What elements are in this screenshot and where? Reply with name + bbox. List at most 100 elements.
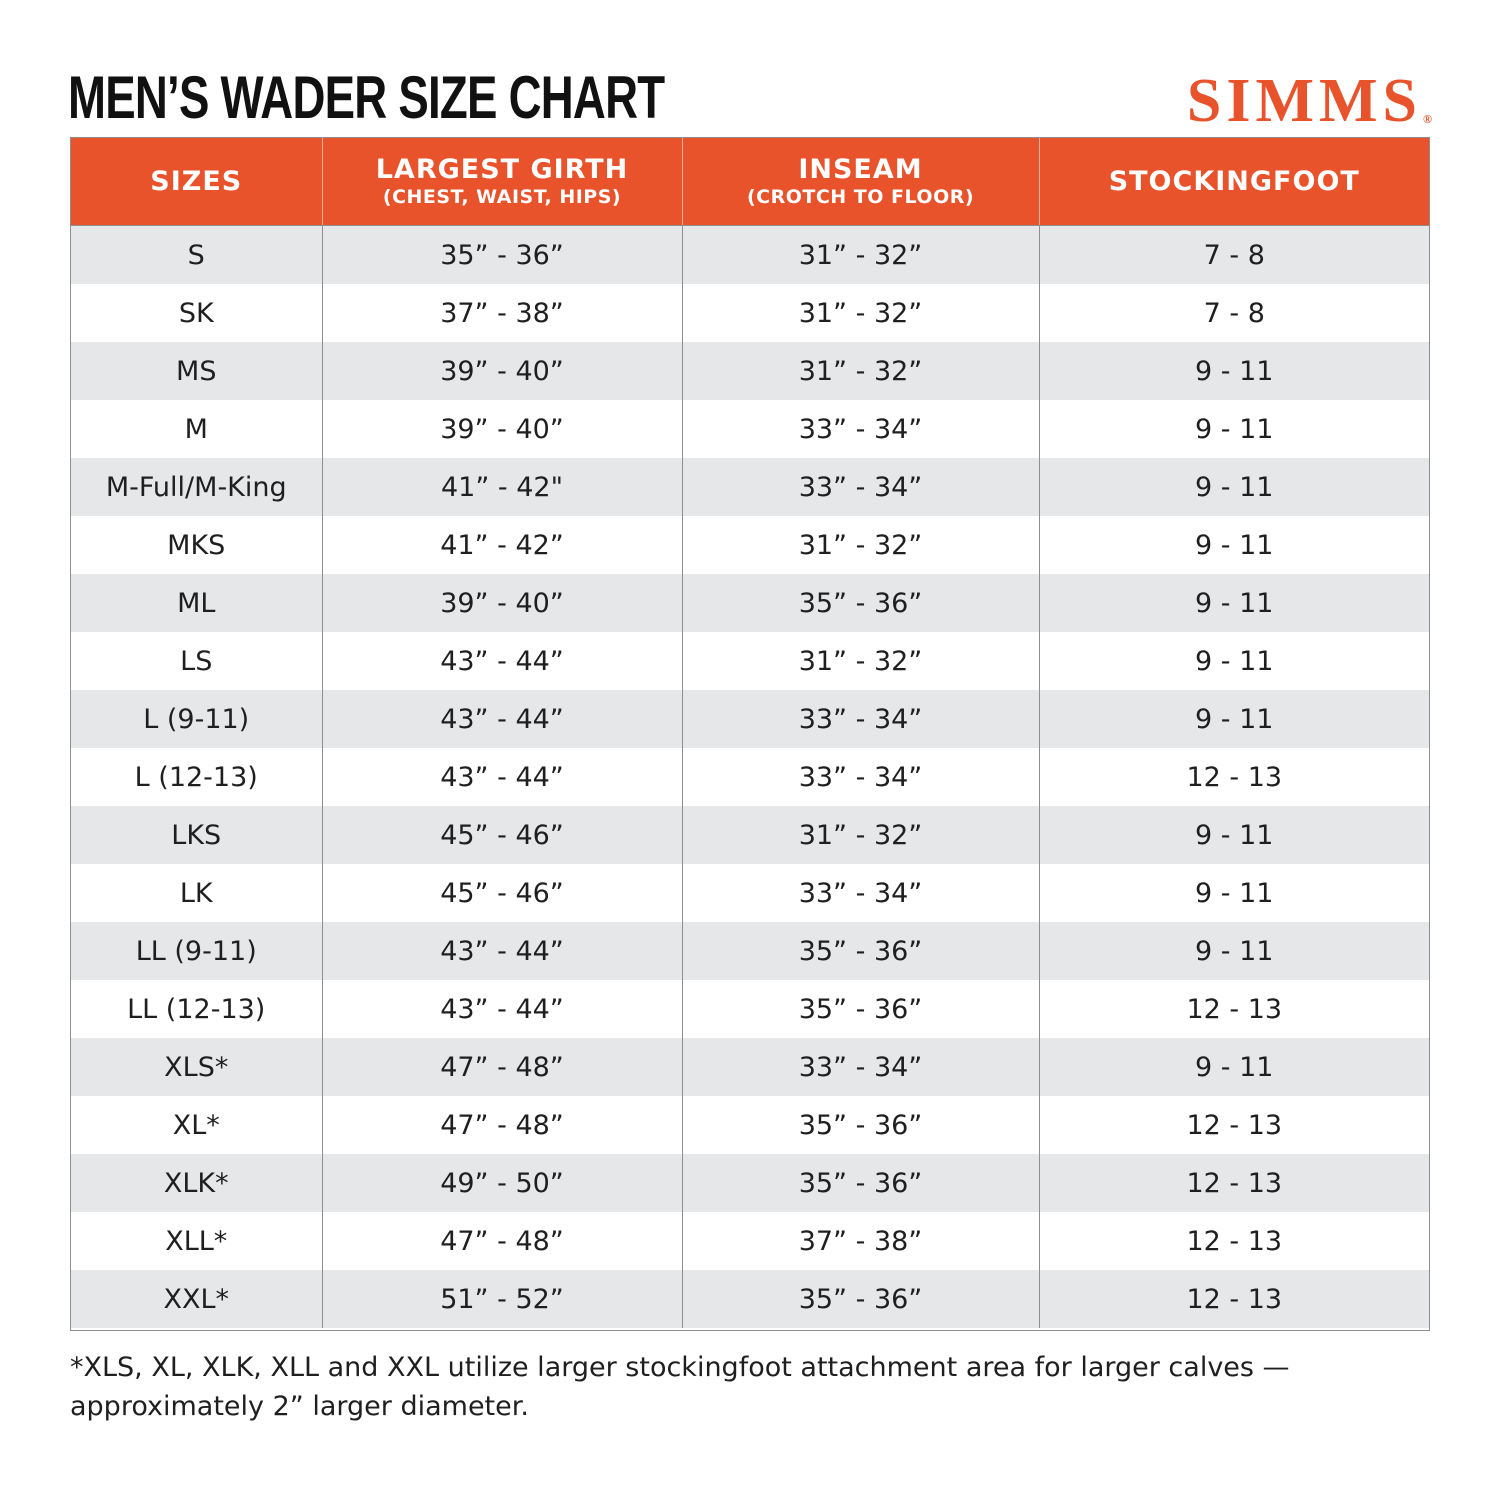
inseam-cell: 35” - 36”: [682, 922, 1040, 980]
girth-cell: 43” - 44”: [322, 690, 683, 748]
brand-name: SIMMS: [1186, 67, 1423, 135]
stockingfoot-cell: 9 - 11: [1039, 400, 1429, 458]
page-title: MEN’S WADER SIZE CHART: [68, 64, 665, 131]
inseam-cell: 31” - 32”: [682, 632, 1040, 690]
table-row: SK 37” - 38” 31” - 32” 7 - 8: [71, 284, 1429, 342]
girth-cell: 43” - 44”: [322, 632, 683, 690]
stockingfoot-cell: 9 - 11: [1039, 342, 1429, 400]
size-chart-table: SIZES LARGEST GIRTH (CHEST, WAIST, HIPS) IN…: [71, 138, 1429, 1328]
girth-cell: 39” - 40”: [322, 574, 683, 632]
size-cell: S: [71, 225, 323, 284]
girth-cell: 43” - 44”: [322, 748, 683, 806]
header-label: STOCKINGFOOT: [1108, 165, 1360, 197]
header-label: SIZES: [150, 165, 243, 197]
table-row: LS 43” - 44” 31” - 32” 9 - 11: [71, 632, 1429, 690]
inseam-cell: 33” - 34”: [682, 1038, 1040, 1096]
inseam-cell: 31” - 32”: [682, 284, 1040, 342]
stockingfoot-cell: 9 - 11: [1039, 922, 1429, 980]
stockingfoot-cell: 12 - 13: [1039, 980, 1429, 1038]
stockingfoot-cell: 12 - 13: [1039, 1096, 1429, 1154]
registered-mark: ®: [1423, 112, 1432, 126]
table-body: S 35” - 36” 31” - 32” 7 - 8 SK 37” - 38” 31” -…: [71, 225, 1429, 1328]
girth-cell: 35” - 36”: [322, 225, 683, 284]
girth-cell: 45” - 46”: [322, 806, 683, 864]
inseam-cell: 37” - 38”: [682, 1212, 1040, 1270]
inseam-cell: 31” - 32”: [682, 225, 1040, 284]
table-row: LKS 45” - 46” 31” - 32” 9 - 11: [71, 806, 1429, 864]
girth-cell: 47” - 48”: [322, 1038, 683, 1096]
table-row: LK 45” - 46” 33” - 34” 9 - 11: [71, 864, 1429, 922]
stockingfoot-cell: 12 - 13: [1039, 748, 1429, 806]
stockingfoot-cell: 9 - 11: [1039, 516, 1429, 574]
inseam-cell: 31” - 32”: [682, 516, 1040, 574]
stockingfoot-cell: 9 - 11: [1039, 574, 1429, 632]
table-row: S 35” - 36” 31” - 32” 7 - 8: [71, 225, 1429, 284]
table-row: LL (12-13) 43” - 44” 35” - 36” 12 - 13: [71, 980, 1429, 1038]
size-cell: XLS*: [71, 1038, 323, 1096]
header-label: INSEAM: [798, 153, 923, 185]
header-sublabel: (CROTCH TO FLOOR): [746, 185, 975, 208]
girth-cell: 41” - 42": [322, 458, 683, 516]
girth-cell: 49” - 50”: [322, 1154, 683, 1212]
size-cell: SK: [71, 284, 323, 342]
inseam-cell: 35” - 36”: [682, 574, 1040, 632]
stockingfoot-cell: 9 - 11: [1039, 806, 1429, 864]
girth-cell: 39” - 40”: [322, 342, 683, 400]
girth-cell: 39” - 40”: [322, 400, 683, 458]
size-cell: ML: [71, 574, 323, 632]
girth-cell: 41” - 42”: [322, 516, 683, 574]
size-cell: LKS: [71, 806, 323, 864]
girth-cell: 43” - 44”: [322, 980, 683, 1038]
size-cell: L (9-11): [71, 690, 323, 748]
size-cell: LL (9-11): [71, 922, 323, 980]
size-cell: L (12-13): [71, 748, 323, 806]
inseam-cell: 33” - 34”: [682, 748, 1040, 806]
stockingfoot-cell: 9 - 11: [1039, 1038, 1429, 1096]
inseam-cell: 33” - 34”: [682, 864, 1040, 922]
girth-cell: 43” - 44”: [322, 922, 683, 980]
girth-cell: 47” - 48”: [322, 1096, 683, 1154]
size-cell: M-Full/M-King: [71, 458, 323, 516]
table-row: L (9-11) 43” - 44” 33” - 34” 9 - 11: [71, 690, 1429, 748]
inseam-cell: 35” - 36”: [682, 980, 1040, 1038]
table-row: XLL* 47” - 48” 37” - 38” 12 - 13: [71, 1212, 1429, 1270]
stockingfoot-cell: 12 - 13: [1039, 1270, 1429, 1328]
table-row: M 39” - 40” 33” - 34” 9 - 11: [71, 400, 1429, 458]
inseam-cell: 35” - 36”: [682, 1154, 1040, 1212]
size-cell: XLK*: [71, 1154, 323, 1212]
size-cell: XL*: [71, 1096, 323, 1154]
stockingfoot-cell: 7 - 8: [1039, 225, 1429, 284]
table-row: XLK* 49” - 50” 35” - 36” 12 - 13: [71, 1154, 1429, 1212]
size-cell: XLL*: [71, 1212, 323, 1270]
inseam-cell: 35” - 36”: [682, 1270, 1040, 1328]
header-row: SIZES LARGEST GIRTH (CHEST, WAIST, HIPS) IN…: [71, 138, 1429, 226]
stockingfoot-cell: 9 - 11: [1039, 864, 1429, 922]
girth-cell: 45” - 46”: [322, 864, 683, 922]
stockingfoot-cell: 9 - 11: [1039, 458, 1429, 516]
header-sizes: SIZES: [71, 138, 323, 226]
inseam-cell: 31” - 32”: [682, 806, 1040, 864]
size-cell: XXL*: [71, 1270, 323, 1328]
table-row: ML 39” - 40” 35” - 36” 9 - 11: [71, 574, 1429, 632]
table-row: XXL* 51” - 52” 35” - 36” 12 - 13: [71, 1270, 1429, 1328]
inseam-cell: 35” - 36”: [682, 1096, 1040, 1154]
header-stockingfoot: STOCKINGFOOT: [1039, 138, 1429, 226]
girth-cell: 47” - 48”: [322, 1212, 683, 1270]
stockingfoot-cell: 12 - 13: [1039, 1154, 1429, 1212]
brand-logo: SIMMS®: [1187, 70, 1432, 132]
stockingfoot-cell: 9 - 11: [1039, 690, 1429, 748]
table-row: MKS 41” - 42” 31” - 32” 9 - 11: [71, 516, 1429, 574]
header-inseam: INSEAM (CROTCH TO FLOOR): [682, 138, 1040, 226]
table-row: XL* 47” - 48” 35” - 36” 12 - 13: [71, 1096, 1429, 1154]
size-cell: LS: [71, 632, 323, 690]
table-row: M-Full/M-King 41” - 42" 33” - 34” 9 - 11: [71, 458, 1429, 516]
table-row: L (12-13) 43” - 44” 33” - 34” 12 - 13: [71, 748, 1429, 806]
girth-cell: 37” - 38”: [322, 284, 683, 342]
stockingfoot-cell: 9 - 11: [1039, 632, 1429, 690]
size-cell: M: [71, 400, 323, 458]
table-row: MS 39” - 40” 31” - 32” 9 - 11: [71, 342, 1429, 400]
size-cell: LK: [71, 864, 323, 922]
inseam-cell: 33” - 34”: [682, 690, 1040, 748]
header-sublabel: (CHEST, WAIST, HIPS): [382, 185, 622, 208]
stockingfoot-cell: 12 - 13: [1039, 1212, 1429, 1270]
